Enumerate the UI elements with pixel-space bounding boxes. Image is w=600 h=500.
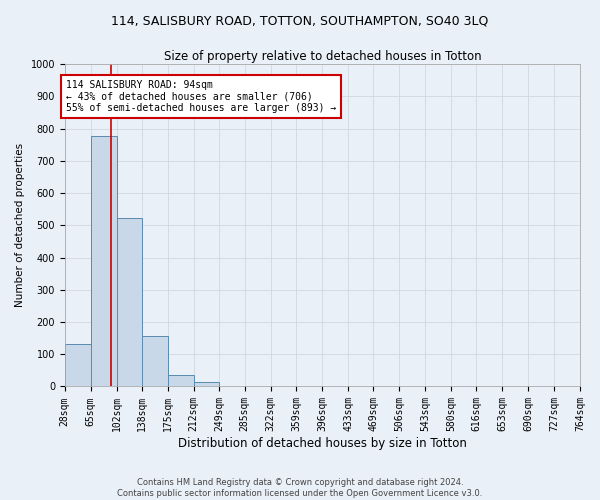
Bar (116, 218, 142, 386)
Bar (142, 336, 167, 386)
Bar (65, 344, 91, 386)
Y-axis label: Number of detached properties: Number of detached properties (15, 144, 25, 308)
Text: 114, SALISBURY ROAD, TOTTON, SOUTHAMPTON, SO40 3LQ: 114, SALISBURY ROAD, TOTTON, SOUTHAMPTON… (112, 15, 488, 28)
Bar (91, 136, 116, 386)
Bar (167, 374, 194, 386)
Bar (194, 382, 220, 386)
X-axis label: Distribution of detached houses by size in Totton: Distribution of detached houses by size … (178, 437, 467, 450)
Title: Size of property relative to detached houses in Totton: Size of property relative to detached ho… (164, 50, 481, 63)
Text: 114 SALISBURY ROAD: 94sqm
← 43% of detached houses are smaller (706)
55% of semi: 114 SALISBURY ROAD: 94sqm ← 43% of detac… (66, 80, 337, 114)
Text: Contains HM Land Registry data © Crown copyright and database right 2024.
Contai: Contains HM Land Registry data © Crown c… (118, 478, 482, 498)
